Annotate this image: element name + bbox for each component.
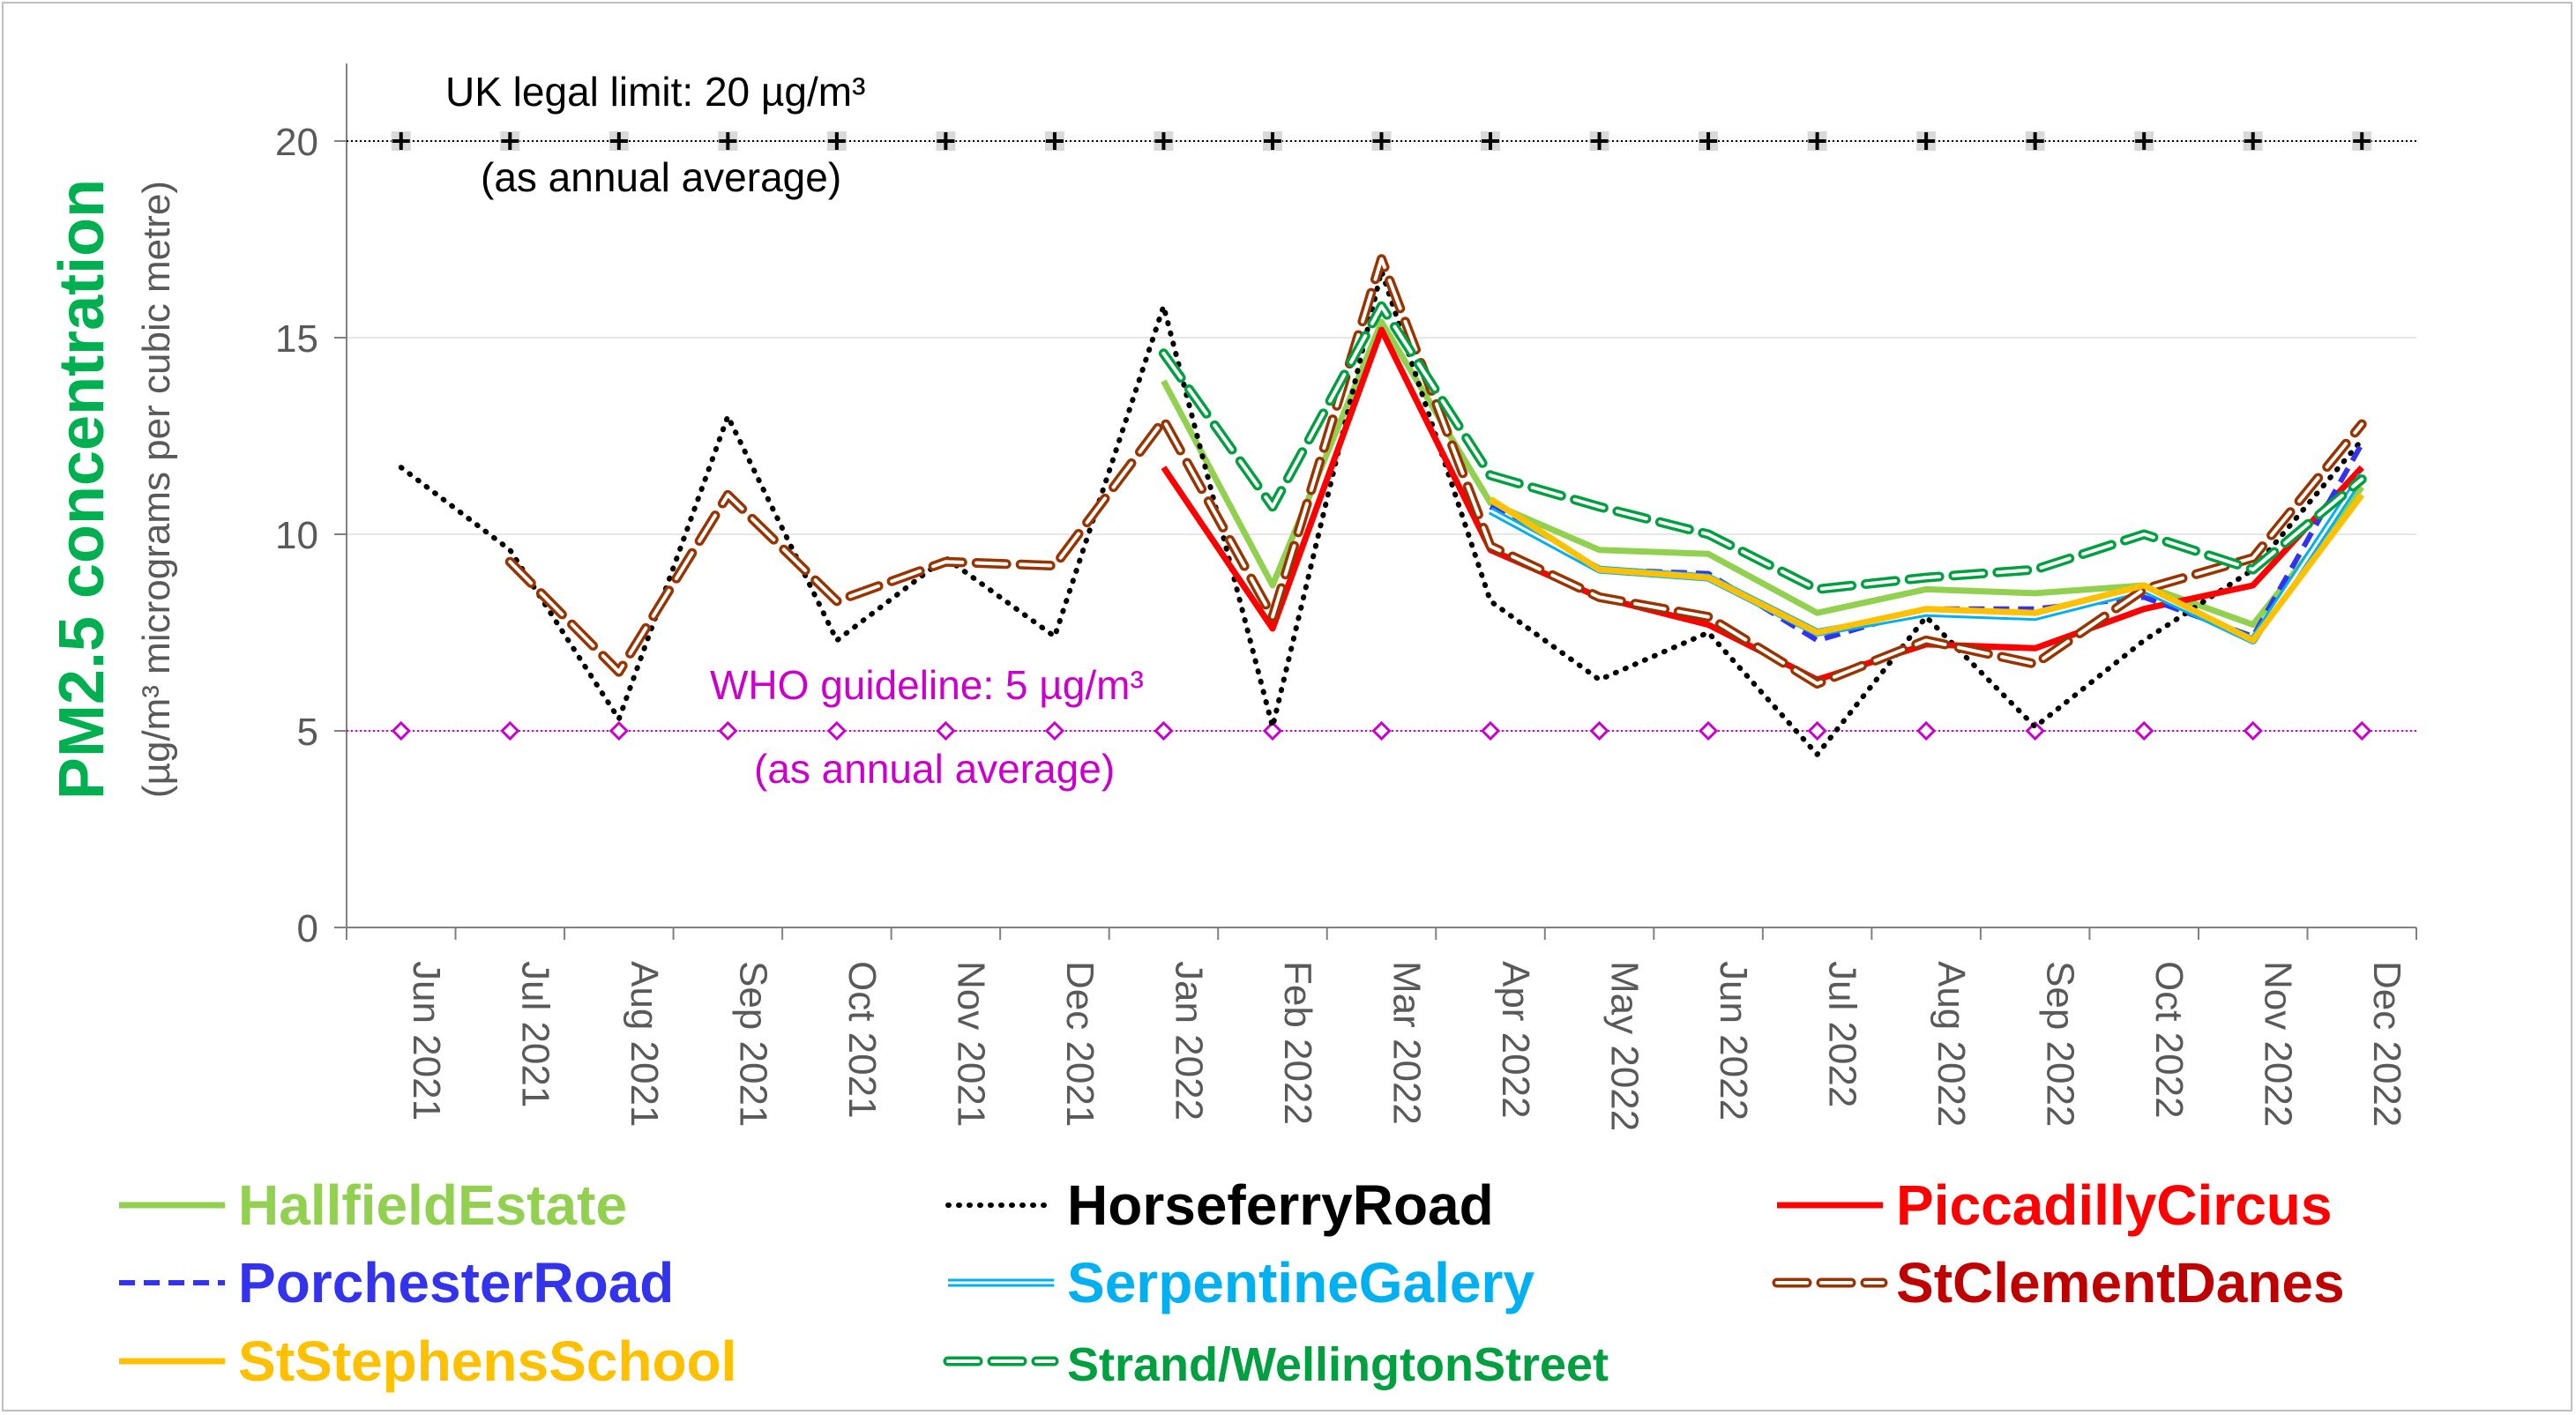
legend-label-porchesterroad: PorchesterRoad [238,1251,674,1314]
series-line-stclementdanes-inner [508,257,2364,686]
limit-plus-marker [1045,132,1064,150]
series-horseferryroad [398,268,2365,757]
legend-label-piccadillycircus: PiccadillyCircus [1896,1173,2332,1237]
x-tick-label-feb-2022: Feb 2022 [1276,961,1319,1125]
limit-plus-marker [609,132,628,150]
guideline-diamond-marker [1480,720,1501,741]
limit-plus-marker [2135,132,2154,150]
limit-plus-marker [827,132,846,150]
limit-plus-marker [1263,132,1281,150]
who-guideline-label-line1: WHO guideline: 5 µg/m³ [710,662,1144,708]
limit-plus-marker [1808,132,1826,150]
guideline-diamond-marker [2025,720,2045,741]
legend-label-stclementdanes: StClementDanes [1896,1251,2345,1314]
series-strand-wellingtonstreet [1158,301,2367,594]
x-tick-label-apr-2022: Apr 2022 [1494,961,1537,1119]
x-tick-label-jun-2021: Jun 2021 [405,961,448,1121]
limit-plus-marker [501,132,519,150]
x-tick-label-jan-2022: Jan 2022 [1167,961,1210,1121]
series-line-stclementdanes [504,254,2367,689]
guideline-diamond-marker [1916,720,1937,741]
series-line-horseferryroad [398,268,2365,757]
x-tick-label-jun-2022: Jun 2022 [1712,961,1755,1121]
x-tick-label-mar-2022: Mar 2022 [1385,961,1429,1125]
x-tick-label-jul-2022: Jul 2022 [1821,961,1864,1107]
limit-plus-marker [1154,132,1173,150]
series-layer [398,254,2367,757]
guideline-diamond-marker [500,720,520,741]
who-guideline-label-line2: (as annual average) [754,746,1115,792]
guideline-diamond-marker [2243,720,2263,741]
guideline-diamond-marker [1589,720,1609,741]
uk-limit-label-line1: UK legal limit: 20 µg/m³ [445,69,865,115]
guideline-diamond-marker [1371,720,1392,741]
series-ststephensschool [1489,493,2365,644]
guideline-diamond-marker [1262,720,1283,741]
limit-plus-marker [2244,132,2262,150]
series-line-ststephensschool [1489,493,2365,644]
limit-plus-marker [1372,132,1391,150]
legend-label-serpentinegalery: SerpentineGalery [1067,1251,1534,1314]
limit-plus-marker [1482,132,1500,150]
x-tick-label-jul-2021: Jul 2021 [513,961,556,1107]
legend-label-strand-wellingtonstreet: Strand/WellingtonStreet [1067,1338,1609,1391]
x-tick-label-may-2022: May 2022 [1603,961,1646,1131]
reference-lines-layer [347,131,2416,741]
axis-layer: 0 5 10 15 20 Jun 2021 Jul 2021 Aug 2021 Sep 2021… [275,63,2417,1131]
x-tick-label-sep-2022: Sep 2022 [2039,961,2082,1127]
x-tick-label-nov-2021: Nov 2021 [949,961,992,1127]
limit-plus-marker [2353,132,2371,150]
x-tick-label-aug-2022: Aug 2022 [1930,961,1973,1127]
limit-plus-marker [2026,132,2044,150]
x-tick-label-oct-2022: Oct 2022 [2147,961,2191,1119]
y-tick-label-20: 20 [275,121,318,164]
guideline-diamond-marker [609,720,629,741]
legend-label-horseferryroad: HorseferryRoad [1067,1173,1494,1237]
y-axis-subtitle: (µg/m³ micrograms per cubic metre) [135,181,178,798]
guideline-diamond-marker [1698,720,1719,741]
limit-plus-marker [1699,132,1718,150]
limit-plus-marker [937,132,955,150]
series-line-strand-wellingtonstreet-inner [1161,304,2364,592]
guideline-diamond-marker [2352,720,2372,741]
limit-plus-marker [1917,132,1936,150]
guideline-diamond-marker [391,720,411,741]
y-tick-label-15: 15 [275,317,318,361]
x-tick-label-oct-2021: Oct 2021 [840,961,884,1119]
guideline-diamond-marker [1807,720,1827,741]
limit-plus-marker [392,132,410,150]
guideline-diamond-marker [1154,720,1174,741]
guideline-diamond-marker [1044,720,1065,741]
legend: HallfieldEstate HorseferryRoad PiccadillyC… [119,1173,2345,1393]
legend-label-hallfieldestate: HallfieldEstate [238,1173,627,1237]
x-tick-label-dec-2022: Dec 2022 [2365,961,2408,1127]
x-tick-label-sep-2021: Sep 2021 [731,961,774,1127]
x-tick-label-aug-2021: Aug 2021 [623,961,666,1127]
x-tick-label-dec-2021: Dec 2021 [1058,961,1101,1127]
y-tick-label-0: 0 [297,907,318,950]
x-tick-label-nov-2022: Nov 2022 [2257,961,2300,1127]
y-axis-title: PM2.5 concentration [47,179,117,800]
limit-plus-marker [1590,132,1609,150]
grid-layer [347,140,2416,732]
limit-plus-marker [719,132,737,150]
label-layer: PM2.5 concentration (µg/m³ micrograms per… [47,69,1144,800]
guideline-diamond-marker [2134,720,2154,741]
guideline-diamond-marker [936,720,956,741]
guideline-diamond-marker [826,720,847,741]
y-tick-label-5: 5 [297,711,318,754]
uk-limit-label-line2: (as annual average) [481,154,841,200]
guideline-diamond-marker [718,720,738,741]
y-tick-label-10: 10 [275,514,318,557]
legend-label-ststephensschool: StStephensSchool [238,1329,736,1393]
series-stclementdanes [504,254,2367,689]
